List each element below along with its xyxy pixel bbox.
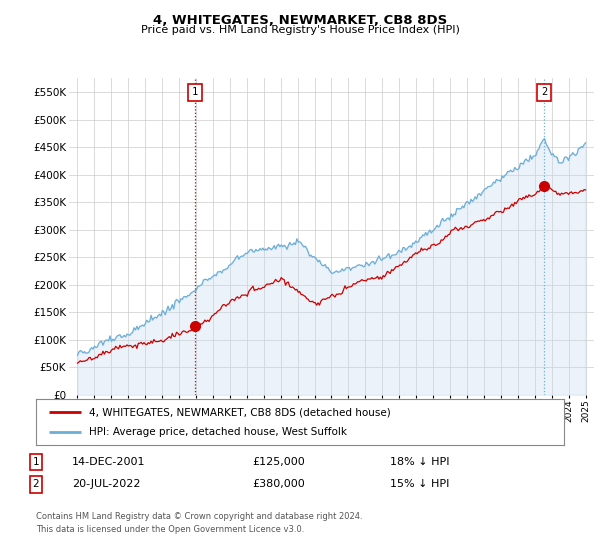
Text: Price paid vs. HM Land Registry's House Price Index (HPI): Price paid vs. HM Land Registry's House … <box>140 25 460 35</box>
Text: 4, WHITEGATES, NEWMARKET, CB8 8DS: 4, WHITEGATES, NEWMARKET, CB8 8DS <box>153 14 447 27</box>
Text: £380,000: £380,000 <box>252 479 305 489</box>
Text: 1: 1 <box>32 457 40 467</box>
Text: Contains HM Land Registry data © Crown copyright and database right 2024.: Contains HM Land Registry data © Crown c… <box>36 512 362 521</box>
Text: 4, WHITEGATES, NEWMARKET, CB8 8DS (detached house): 4, WHITEGATES, NEWMARKET, CB8 8DS (detac… <box>89 407 391 417</box>
Text: 1: 1 <box>192 87 198 97</box>
Text: 2: 2 <box>32 479 40 489</box>
Text: 15% ↓ HPI: 15% ↓ HPI <box>390 479 449 489</box>
Text: 18% ↓ HPI: 18% ↓ HPI <box>390 457 449 467</box>
Text: £125,000: £125,000 <box>252 457 305 467</box>
Text: 2: 2 <box>541 87 547 97</box>
Text: 14-DEC-2001: 14-DEC-2001 <box>72 457 146 467</box>
Text: 20-JUL-2022: 20-JUL-2022 <box>72 479 140 489</box>
Text: HPI: Average price, detached house, West Suffolk: HPI: Average price, detached house, West… <box>89 427 347 437</box>
Text: This data is licensed under the Open Government Licence v3.0.: This data is licensed under the Open Gov… <box>36 525 304 534</box>
